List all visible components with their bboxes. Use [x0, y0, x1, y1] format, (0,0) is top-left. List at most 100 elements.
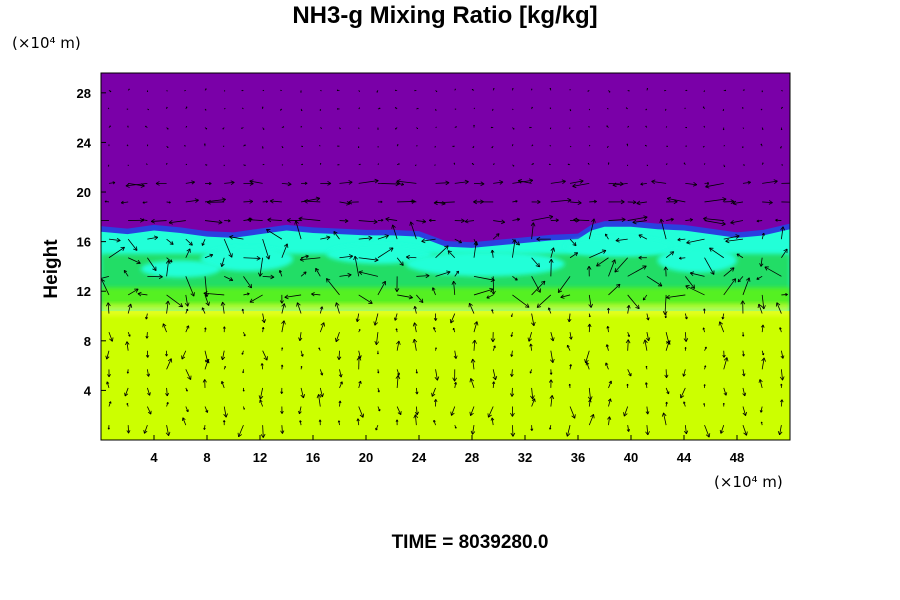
x-tick-label: 36 [571, 450, 585, 465]
wind-arrow [614, 257, 628, 273]
wind-arrow [355, 313, 360, 323]
wind-arrow [550, 332, 555, 342]
wind-arrow [705, 182, 724, 189]
wind-arrow [473, 124, 475, 128]
wind-arrow [220, 301, 226, 314]
wind-arrow [416, 145, 418, 147]
wind-arrow [146, 144, 149, 147]
plot-frame [100, 72, 791, 441]
cyan-patch [405, 251, 565, 277]
wind-arrow [377, 369, 380, 374]
wind-arrow [732, 200, 744, 206]
wind-arrow [781, 164, 784, 166]
wind-arrow [127, 288, 139, 296]
wind-arrow [548, 258, 554, 277]
wind-arrow [124, 387, 129, 397]
wind-arrow [267, 217, 282, 223]
wind-arrow [166, 238, 174, 245]
wind-arrow [664, 369, 669, 379]
wind-arrow [742, 127, 744, 129]
wind-arrow [261, 106, 264, 109]
wind-arrow [761, 232, 765, 240]
wind-arrow [468, 302, 475, 314]
wind-arrow [512, 164, 515, 167]
wind-arrow [702, 106, 705, 110]
wind-arrow [529, 126, 532, 129]
wind-arrow [627, 369, 632, 377]
wind-arrow [185, 248, 191, 258]
wind-arrow [510, 425, 516, 437]
wind-arrow [677, 237, 686, 242]
wind-arrow [742, 350, 745, 357]
wind-arrow [646, 313, 650, 321]
wind-arrow [356, 418, 360, 426]
wind-arrow [224, 219, 231, 223]
wind-arrow [145, 350, 150, 358]
wind-arrow [627, 265, 647, 277]
wind-arrow [433, 327, 436, 333]
wind-arrow [166, 145, 169, 149]
wind-arrow [493, 180, 504, 185]
wind-arrow [294, 220, 302, 240]
wind-arrow [704, 424, 711, 438]
x-axis-unit: (×10⁴ m) [714, 473, 783, 491]
wind-arrow [627, 89, 630, 92]
wind-arrow [296, 302, 302, 314]
lower-layer-region [101, 311, 790, 440]
wind-arrow [761, 350, 765, 356]
wind-arrow [315, 267, 321, 277]
wind-arrow [108, 144, 110, 147]
wind-arrow [490, 417, 495, 426]
wind-arrow [645, 125, 648, 128]
wind-arrow [452, 145, 455, 148]
wind-arrow [259, 399, 264, 407]
wind-arrow [336, 350, 342, 361]
wind-arrow [299, 420, 302, 426]
wind-arrow [704, 346, 707, 351]
wind-arrow [281, 126, 285, 128]
wind-arrow [685, 181, 698, 187]
wind-arrow [689, 271, 705, 277]
wind-arrow [723, 267, 735, 277]
wind-arrow [722, 108, 725, 111]
wind-arrow [781, 90, 783, 92]
wind-arrow [249, 179, 263, 184]
wind-arrow [759, 257, 764, 267]
wind-arrow [779, 369, 785, 381]
wind-arrow [222, 127, 225, 130]
wind-arrow [780, 226, 785, 240]
wind-arrow [394, 127, 398, 130]
wind-arrow [376, 90, 379, 93]
wind-arrow [606, 145, 609, 148]
wind-arrow [588, 313, 591, 318]
wind-arrow [147, 108, 149, 111]
wind-arrow [339, 180, 353, 185]
wind-arrow [141, 218, 148, 222]
wind-arrow [185, 126, 188, 128]
wind-arrow [185, 308, 189, 314]
wind-arrow [569, 406, 576, 419]
wind-arrow [777, 425, 783, 436]
wind-arrow [742, 164, 745, 166]
wind-arrow [589, 199, 597, 204]
wind-arrow [469, 406, 475, 416]
wind-arrow [547, 307, 552, 314]
wind-arrow [760, 108, 763, 111]
y-tick-label: 24 [77, 135, 92, 150]
wind-arrow [510, 332, 513, 337]
wind-arrow [224, 108, 226, 110]
wind-arrow [632, 219, 647, 225]
wind-arrow [300, 271, 307, 277]
wind-arrow [358, 350, 362, 359]
wind-arrow [319, 145, 321, 147]
wind-arrow [764, 266, 782, 277]
wind-arrow [433, 419, 436, 426]
wind-arrow [608, 259, 616, 277]
wind-arrow [435, 245, 449, 259]
wind-arrow [723, 357, 729, 370]
wind-arrow [224, 275, 234, 282]
wind-arrow [165, 350, 168, 357]
wind-arrow [567, 313, 572, 323]
wind-arrow [339, 127, 341, 130]
wind-arrow [531, 144, 534, 147]
